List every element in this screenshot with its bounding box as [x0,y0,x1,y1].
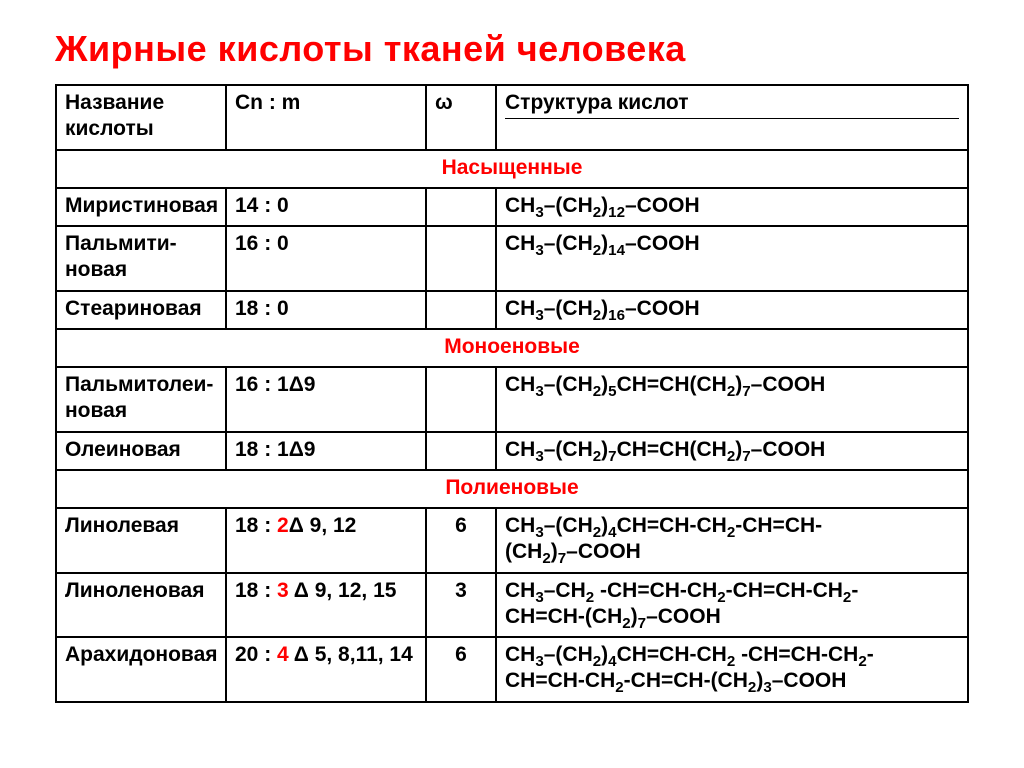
header-row: Название кислоты Сn : m ω Структура кисл… [56,85,968,150]
acid-cnm: 18 : 0 [226,291,426,329]
acid-struct: CH3–(CH2)12–COOH [496,188,968,226]
acid-omega: 3 [426,573,496,638]
table-row: Миристиновая 14 : 0 CH3–(CH2)12–COOH [56,188,968,226]
slide-title: Жирные кислоты тканей человека [55,28,969,70]
acid-cnm: 16 : 1Δ9 [226,367,426,432]
acid-omega [426,291,496,329]
acid-struct: CH3–CH2 -CH=CH-CH2-CH=CH-CH2-CH=CH-(CH2)… [496,573,968,638]
table-row: Пальмитолеи-новая 16 : 1Δ9 CH3–(CH2)5CH=… [56,367,968,432]
acid-omega [426,226,496,291]
acid-cnm: 20 : 4 Δ 5, 8,11, 14 [226,637,426,702]
acid-struct: CH3–(CH2)4CH=CH-CH2 -CH=CH-CH2-CH=CH-CH2… [496,637,968,702]
acid-omega [426,188,496,226]
acid-cnm: 18 : 3 Δ 9, 12, 15 [226,573,426,638]
table-row: Линоленовая 18 : 3 Δ 9, 12, 15 3 CH3–CH2… [56,573,968,638]
table-row: Олеиновая 18 : 1Δ9 CH3–(CH2)7CH=CH(CH2)7… [56,432,968,470]
acid-cnm: 14 : 0 [226,188,426,226]
acid-omega [426,367,496,432]
table-row: Линолевая 18 : 2Δ 9, 12 6 CH3–(CH2)4CH=C… [56,508,968,573]
acid-name: Миристиновая [56,188,226,226]
acid-struct: CH3–(CH2)14–COOH [496,226,968,291]
header-cnm: Сn : m [226,85,426,150]
acid-name: Линоленовая [56,573,226,638]
acid-struct: CH3–(CH2)16–COOH [496,291,968,329]
acid-omega: 6 [426,508,496,573]
section-poly: Полиеновые [56,470,968,508]
acid-omega: 6 [426,637,496,702]
acid-name: Стеариновая [56,291,226,329]
fatty-acids-table: Название кислоты Сn : m ω Структура кисл… [55,84,969,703]
acid-struct: CH3–(CH2)4CH=CH-CH2-CH=CH-(CH2)7–COOH [496,508,968,573]
acid-cnm: 18 : 1Δ9 [226,432,426,470]
acid-name: Пальмитолеи-новая [56,367,226,432]
acid-cnm: 16 : 0 [226,226,426,291]
table-row: Пальмити-новая 16 : 0 CH3–(CH2)14–COOH [56,226,968,291]
acid-omega [426,432,496,470]
acid-struct: CH3–(CH2)5CH=CH(CH2)7–COOH [496,367,968,432]
table-row: Арахидоновая 20 : 4 Δ 5, 8,11, 14 6 CH3–… [56,637,968,702]
section-saturated: Насыщенные [56,150,968,188]
table-row: Стеариновая 18 : 0 CH3–(CH2)16–COOH [56,291,968,329]
acid-struct: CH3–(CH2)7CH=CH(CH2)7–COOH [496,432,968,470]
acid-name: Арахидоновая [56,637,226,702]
acid-name: Пальмити-новая [56,226,226,291]
header-omega: ω [426,85,496,150]
acid-cnm: 18 : 2Δ 9, 12 [226,508,426,573]
acid-name: Линолевая [56,508,226,573]
header-name: Название кислоты [56,85,226,150]
header-structure: Структура кислот [496,85,968,150]
section-mono: Моноеновые [56,329,968,367]
acid-name: Олеиновая [56,432,226,470]
